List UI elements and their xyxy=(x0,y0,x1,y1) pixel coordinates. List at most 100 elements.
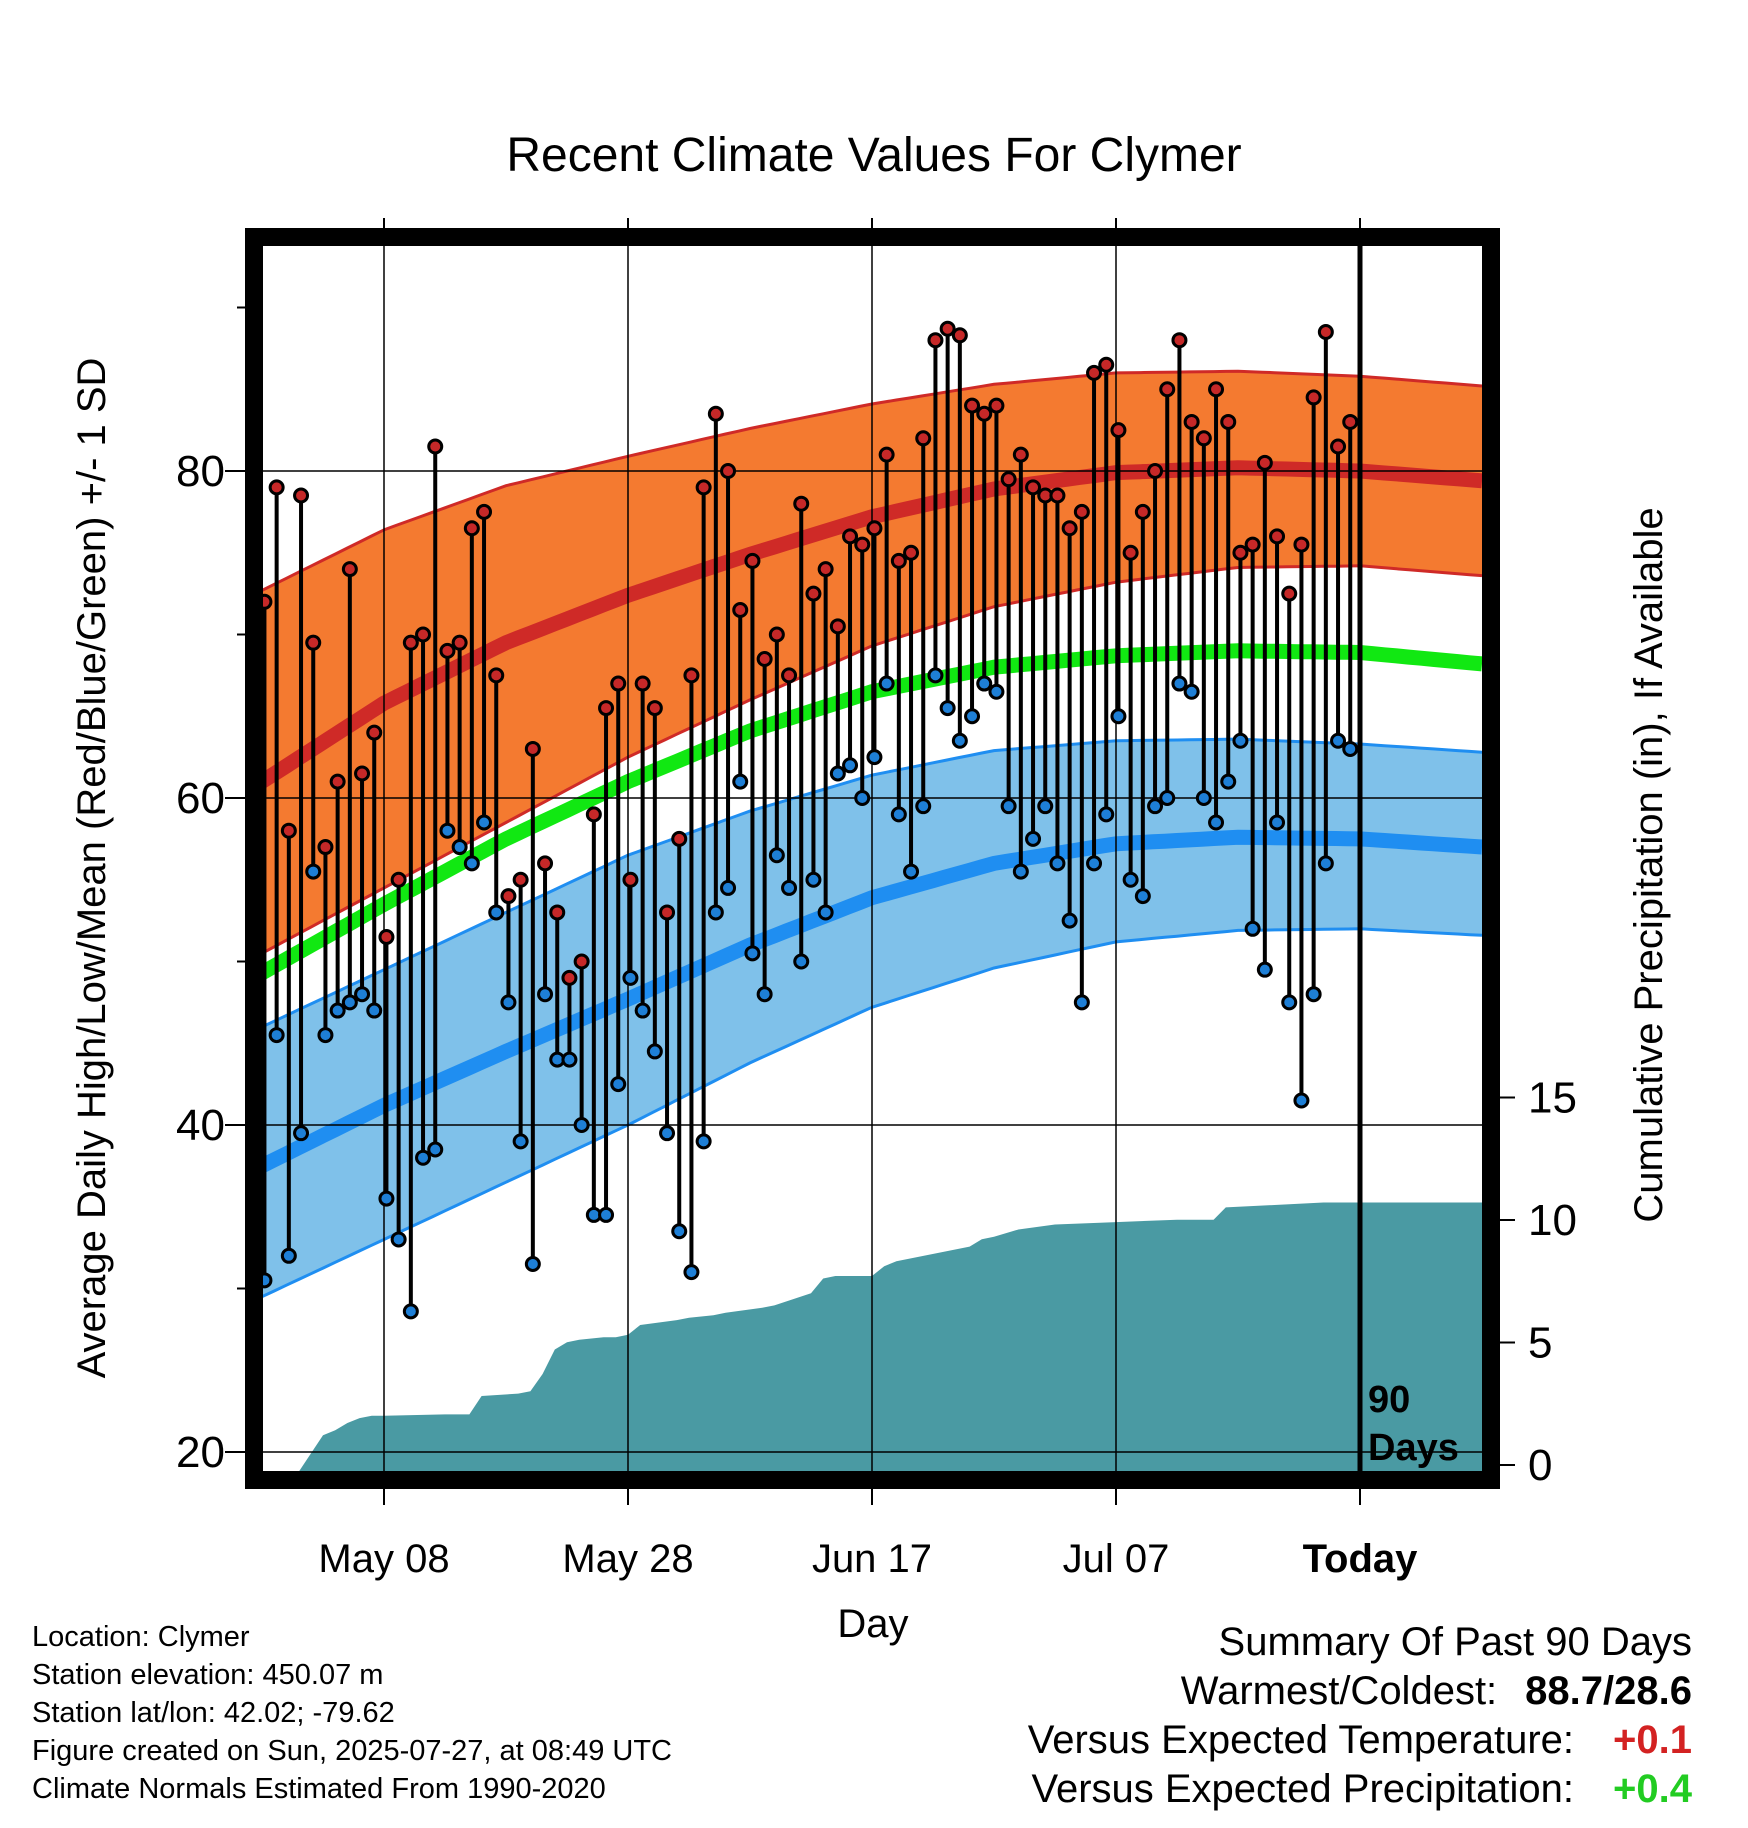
daily-high-point xyxy=(1293,536,1310,553)
summary-heading: Summary Of Past 90 Days xyxy=(1218,1620,1692,1664)
latlon-text: Station lat/lon: 42.02; -79.62 xyxy=(32,1697,395,1729)
daily-low-point xyxy=(305,863,322,880)
axes: 20 40 60 80 0 5 10 15 May 08 May 28 Jun 17 Jul 07 To… xyxy=(70,218,1671,1646)
daily-high-point xyxy=(1098,356,1115,373)
daily-high-point xyxy=(402,634,419,651)
daily-high-point xyxy=(1159,381,1176,398)
plot-frame: 90 Days xyxy=(245,228,1500,1489)
daily-high-point xyxy=(610,675,627,692)
daily-high-point xyxy=(378,928,395,945)
y2-tick-label: 10 xyxy=(1528,1196,1577,1245)
daily-low-point xyxy=(1073,994,1090,1011)
daily-high-point xyxy=(829,618,846,635)
daily-low-point xyxy=(890,806,907,823)
grid-lines xyxy=(262,245,1483,1472)
daily-low-point xyxy=(1195,790,1212,806)
daily-low-point xyxy=(793,953,810,970)
warm-cold-label: Warmest/Coldest: xyxy=(1180,1669,1498,1713)
summary-panel: Summary Of Past 90 Days Warmest/Coldest:… xyxy=(1028,1618,1692,1814)
daily-low-point xyxy=(939,700,956,717)
y-tick-label: 40 xyxy=(176,1101,225,1150)
daily-low-point xyxy=(829,765,846,782)
daily-high-point xyxy=(817,561,834,578)
daily-high-point xyxy=(927,332,944,349)
daily-low-point xyxy=(1183,683,1200,700)
daily-high-point xyxy=(354,765,371,782)
daily-high-point xyxy=(1256,454,1273,471)
x-tick-label: May 28 xyxy=(562,1537,693,1581)
y2-tick-label: 15 xyxy=(1528,1074,1577,1123)
daily-low-point xyxy=(878,675,895,692)
daily-low-point xyxy=(488,904,505,921)
daily-high-point xyxy=(939,320,956,337)
low-sd-band xyxy=(262,739,1482,1297)
x-tick-label: Jun 17 xyxy=(812,1537,932,1581)
daily-high-point xyxy=(1025,479,1042,496)
daily-high-point xyxy=(524,740,541,757)
daily-high-point xyxy=(341,561,358,578)
daily-high-point xyxy=(1281,585,1298,602)
daily-low-point xyxy=(366,1002,383,1019)
daily-low-point xyxy=(756,986,773,1003)
daily-low-point xyxy=(817,904,834,921)
summary-warm-cold: Warmest/Coldest: 88.7/28.6 xyxy=(1028,1667,1692,1716)
daily-high-point xyxy=(793,495,810,512)
daily-low-point xyxy=(451,839,468,856)
daily-high-point xyxy=(842,528,859,545)
daily-high-point xyxy=(878,446,895,463)
daily-high-point xyxy=(390,871,407,888)
daily-high-point xyxy=(1183,413,1200,430)
warm-cold-value: 88.7/28.6 xyxy=(1525,1669,1692,1713)
daily-low-point xyxy=(537,986,554,1003)
daily-high-point xyxy=(744,552,761,569)
high-sd-band xyxy=(262,371,1482,954)
daily-low-point xyxy=(915,798,932,815)
daily-low-point xyxy=(1086,855,1103,872)
daily-low-point xyxy=(903,863,920,880)
daily-high-point xyxy=(329,773,346,790)
daily-high-point xyxy=(805,585,822,602)
daily-high-point xyxy=(720,463,737,479)
x-tick-label: Today xyxy=(1303,1537,1419,1581)
daily-low-point xyxy=(1342,740,1359,757)
daily-high-point xyxy=(463,520,480,537)
daily-low-point xyxy=(280,1247,297,1264)
daily-low-point xyxy=(1244,920,1261,937)
daily-low-point xyxy=(390,1231,407,1248)
daily-high-point xyxy=(488,667,505,684)
daily-low-point xyxy=(1305,986,1322,1003)
normals-text: Climate Normals Estimated From 1990-2020 xyxy=(32,1773,606,1805)
daily-high-point xyxy=(1171,332,1188,349)
daily-low-point xyxy=(634,1002,651,1019)
daily-low-point xyxy=(976,675,993,692)
daily-low-point xyxy=(781,879,798,896)
daily-low-point xyxy=(354,986,371,1003)
precip-label: Versus Expected Precipitation: xyxy=(1031,1767,1574,1811)
daily-high-point xyxy=(366,724,383,741)
daily-low-point xyxy=(854,790,871,806)
daily-high-point xyxy=(915,430,932,447)
daily-low-point xyxy=(1025,830,1042,847)
daily-low-point xyxy=(463,855,480,872)
daily-high-point xyxy=(1305,389,1322,406)
daily-low-point xyxy=(866,749,883,766)
daily-high-point xyxy=(756,651,773,668)
daily-low-point xyxy=(1110,708,1127,725)
summary-precip: Versus Expected Precipitation: +0.4 xyxy=(1028,1765,1692,1814)
y-tick-label: 60 xyxy=(176,774,225,823)
y-axis-label: Average Daily High/Low/Mean (Red/Blue/Gr… xyxy=(70,358,114,1379)
daily-high-point xyxy=(683,667,700,684)
daily-high-point xyxy=(1073,503,1090,520)
daily-high-point xyxy=(622,871,639,888)
daily-high-point xyxy=(415,626,432,643)
daily-low-point xyxy=(1037,798,1054,815)
daily-low-point xyxy=(500,994,517,1011)
daily-low-point xyxy=(1256,961,1273,978)
daily-high-point xyxy=(476,503,493,520)
daily-low-point xyxy=(744,945,761,962)
daily-low-point xyxy=(1012,863,1029,880)
precip-value: +0.4 xyxy=(1613,1767,1692,1811)
daily-high-point xyxy=(988,397,1005,414)
daily-low-point xyxy=(659,1125,676,1142)
daily-high-point xyxy=(1000,471,1017,488)
